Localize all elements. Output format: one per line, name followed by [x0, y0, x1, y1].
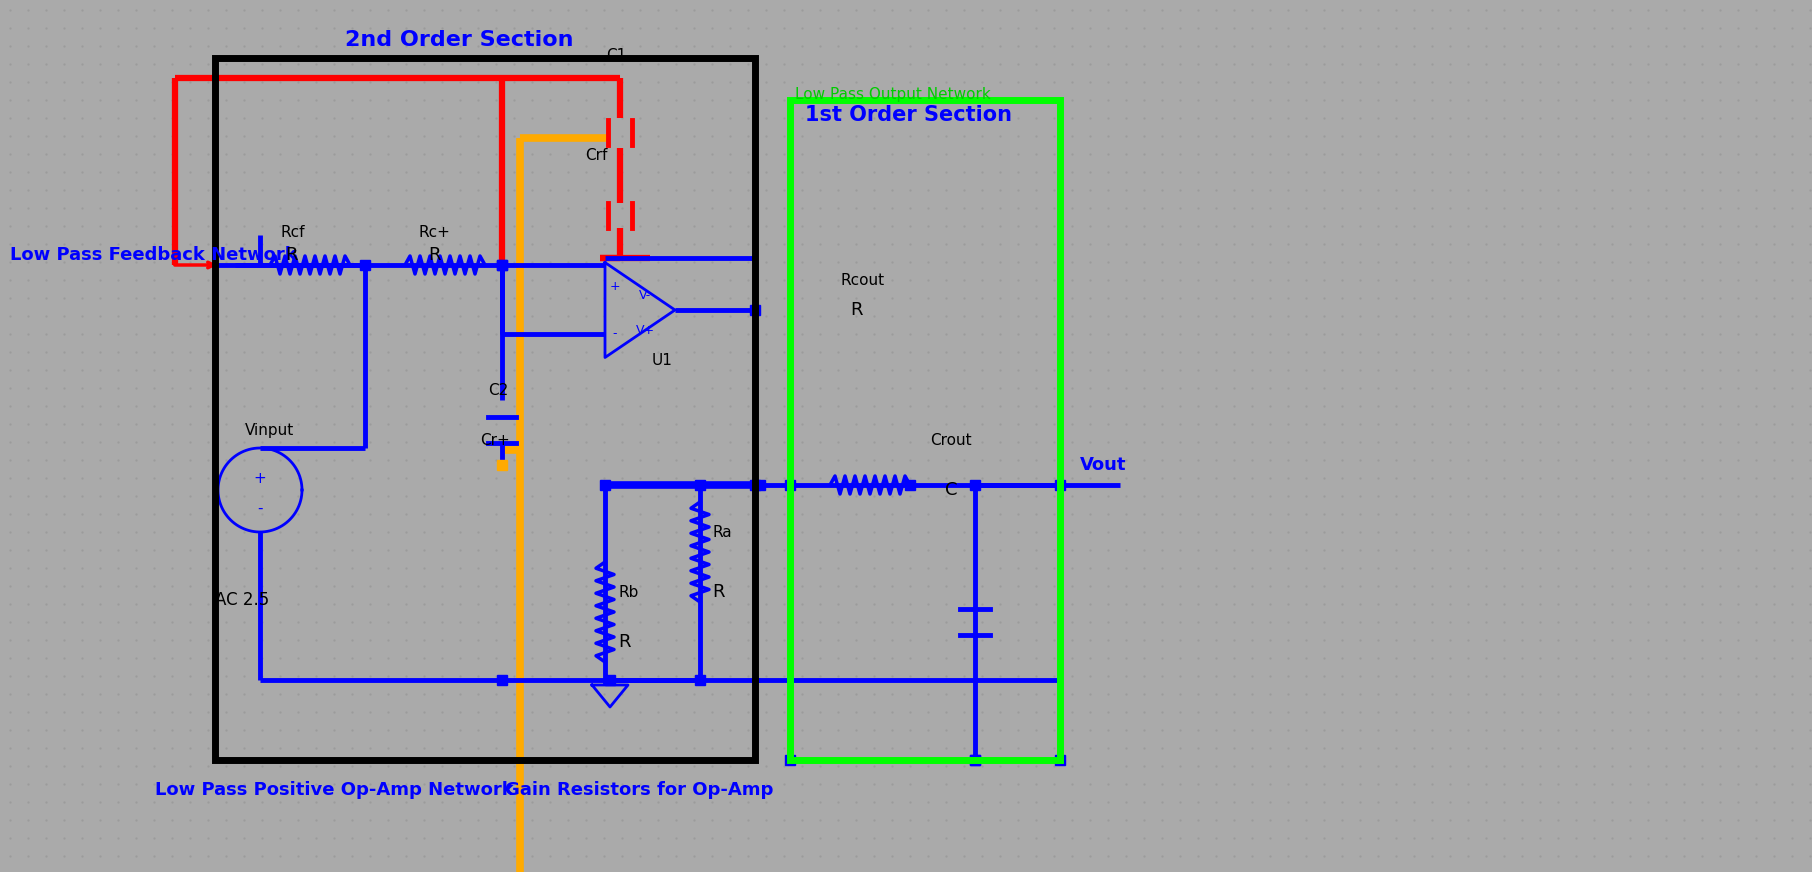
Text: Low Pass Output Network: Low Pass Output Network — [795, 87, 991, 103]
Text: Crf: Crf — [585, 147, 607, 162]
Text: Low Pass Positive Op-Amp Network: Low Pass Positive Op-Amp Network — [156, 781, 515, 799]
Text: V+: V+ — [636, 324, 654, 337]
Text: U1: U1 — [652, 352, 672, 367]
Text: +: + — [609, 280, 620, 293]
Bar — [790, 100, 1060, 760]
Text: R: R — [284, 246, 297, 264]
Text: Rcf: Rcf — [281, 224, 304, 240]
Text: Rcout: Rcout — [841, 273, 884, 288]
Text: Low Pass Feedback Network: Low Pass Feedback Network — [11, 246, 297, 264]
Text: C: C — [946, 481, 957, 499]
Text: Vinput: Vinput — [245, 423, 294, 438]
Text: Rc+: Rc+ — [419, 224, 449, 240]
Text: V-: V- — [640, 289, 651, 302]
Text: AC 2.5: AC 2.5 — [216, 591, 270, 609]
Text: +: + — [254, 471, 266, 486]
Text: Gain Resistors for Op-Amp: Gain Resistors for Op-Amp — [506, 781, 774, 799]
Text: -: - — [612, 327, 618, 340]
Text: C1: C1 — [605, 47, 627, 63]
Bar — [216, 58, 756, 760]
Text: R: R — [428, 246, 440, 264]
Text: 1st Order Section: 1st Order Section — [805, 105, 1011, 125]
Text: Ra: Ra — [712, 524, 732, 540]
Text: R: R — [850, 301, 863, 319]
Text: 2nd Order Section: 2nd Order Section — [344, 30, 574, 50]
Text: C2: C2 — [487, 383, 507, 398]
Text: Rb: Rb — [618, 584, 638, 600]
Text: -: - — [257, 501, 263, 515]
Text: Crout: Crout — [930, 433, 971, 447]
Text: Vout: Vout — [1080, 456, 1127, 474]
Text: Cr+: Cr+ — [480, 433, 509, 447]
Text: R: R — [618, 633, 631, 651]
Text: R: R — [712, 583, 725, 601]
